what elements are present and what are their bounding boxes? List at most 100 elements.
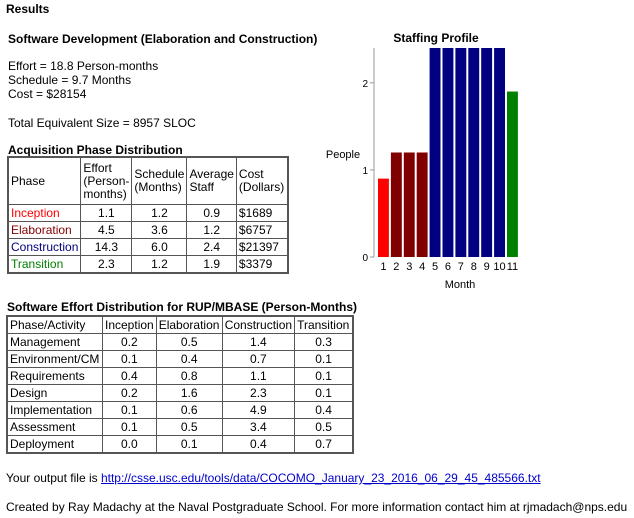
value-cell: 0.1 bbox=[102, 401, 157, 419]
x-tick-label: 3 bbox=[406, 261, 412, 273]
phase-cell: Inception bbox=[7, 204, 82, 222]
bar-month-9 bbox=[481, 48, 493, 257]
bar-month-6 bbox=[442, 48, 454, 257]
effort-cell: 4.5 bbox=[80, 221, 133, 239]
table-row: Inception 1.1 1.2 0.9 $1689 bbox=[7, 204, 289, 222]
cost-cell: $3379 bbox=[235, 255, 289, 274]
acq-header-schedule: Schedule (Months) bbox=[131, 156, 188, 205]
table-row: Assessment 0.1 0.5 3.4 0.5 bbox=[6, 418, 354, 436]
x-tick-label: 8 bbox=[471, 261, 477, 273]
acq-header-phase: Phase bbox=[7, 156, 82, 205]
value-cell: 0.2 bbox=[102, 384, 157, 402]
bar-month-2 bbox=[390, 152, 402, 257]
effort-text: Effort = 18.8 Person-months bbox=[8, 59, 159, 73]
value-cell: 0.0 bbox=[102, 435, 157, 454]
bar-month-4 bbox=[416, 152, 428, 257]
phase-cell: Transition bbox=[7, 255, 82, 274]
schedule-cell: 6.0 bbox=[131, 238, 188, 256]
bar-month-10 bbox=[494, 48, 505, 257]
staff-cell: 0.9 bbox=[186, 204, 237, 222]
value-cell: 0.6 bbox=[155, 401, 223, 419]
bar-month-3 bbox=[403, 152, 415, 257]
cost-cell: $1689 bbox=[235, 204, 289, 222]
value-cell: 3.4 bbox=[221, 418, 296, 436]
cost-text: Cost = $28154 bbox=[8, 87, 87, 101]
activity-cell: Implementation bbox=[6, 401, 103, 419]
chart-ylabel: People bbox=[326, 149, 360, 161]
value-cell: 0.1 bbox=[155, 435, 223, 454]
output-file-link[interactable]: http://csse.usc.edu/tools/data/COCOMO_Ja… bbox=[100, 471, 541, 485]
table-row: Design 0.2 1.6 2.3 0.1 bbox=[6, 384, 354, 402]
schedule-cell: 1.2 bbox=[131, 204, 188, 222]
table-row: Transition 2.3 1.2 1.9 $3379 bbox=[7, 255, 289, 274]
schedule-cell: 3.6 bbox=[131, 221, 188, 239]
table-row: Elaboration 4.5 3.6 1.2 $6757 bbox=[7, 221, 289, 239]
rup-header-construction: Construction bbox=[221, 315, 296, 334]
activity-cell: Deployment bbox=[6, 435, 103, 454]
value-cell: 1.1 bbox=[221, 367, 296, 385]
activity-cell: Management bbox=[6, 333, 103, 351]
table-row: Environment/CM 0.1 0.4 0.7 0.1 bbox=[6, 350, 354, 368]
value-cell: 4.9 bbox=[221, 401, 296, 419]
value-cell: 0.7 bbox=[294, 435, 354, 454]
activity-cell: Requirements bbox=[6, 367, 103, 385]
credit-line: Created by Ray Madachy at the Naval Post… bbox=[6, 500, 628, 514]
value-cell: 0.4 bbox=[155, 350, 223, 368]
rup-table: Phase/Activity Inception Elaboration Con… bbox=[6, 315, 355, 454]
value-cell: 0.1 bbox=[294, 384, 354, 402]
acq-header-cost: Cost (Dollars) bbox=[235, 156, 289, 205]
value-cell: 1.6 bbox=[155, 384, 223, 402]
output-file-line: Your output file is http://csse.usc.edu/… bbox=[6, 471, 541, 485]
value-cell: 1.4 bbox=[221, 333, 296, 351]
value-cell: 0.4 bbox=[294, 401, 354, 419]
size-text: Total Equivalent Size = 8957 SLOC bbox=[8, 116, 196, 130]
staff-cell: 1.9 bbox=[186, 255, 237, 274]
bar-month-7 bbox=[455, 48, 467, 257]
chart-xlabel: Month bbox=[445, 279, 476, 291]
value-cell: 0.3 bbox=[294, 333, 354, 351]
value-cell: 0.1 bbox=[102, 418, 157, 436]
software-dev-title: Software Development (Elaboration and Co… bbox=[8, 32, 318, 46]
acq-header-staff: Average Staff bbox=[186, 156, 237, 205]
value-cell: 0.5 bbox=[155, 418, 223, 436]
x-tick-label: 6 bbox=[445, 261, 451, 273]
activity-cell: Assessment bbox=[6, 418, 103, 436]
acquisition-title: Acquisition Phase Distribution bbox=[8, 143, 183, 157]
output-file-prefix: Your output file is bbox=[6, 471, 101, 485]
acq-header-effort: Effort (Person-months) bbox=[80, 156, 133, 205]
table-row: Implementation 0.1 0.6 4.9 0.4 bbox=[6, 401, 354, 419]
value-cell: 0.2 bbox=[102, 333, 157, 351]
phase-cell: Construction bbox=[7, 238, 82, 256]
phase-cell: Elaboration bbox=[7, 221, 82, 239]
value-cell: 0.7 bbox=[221, 350, 296, 368]
value-cell: 2.3 bbox=[221, 384, 296, 402]
y-tick-label: 0 bbox=[362, 253, 368, 264]
chart-title: Staffing Profile bbox=[393, 31, 479, 45]
acquisition-table: Phase Effort (Person-months) Schedule (Mon… bbox=[7, 156, 289, 274]
x-tick-label: 11 bbox=[507, 261, 518, 273]
staff-cell: 2.4 bbox=[186, 238, 237, 256]
cost-cell: $6757 bbox=[235, 221, 289, 239]
activity-cell: Design bbox=[6, 384, 103, 402]
rup-header-activity: Phase/Activity bbox=[6, 315, 103, 334]
value-cell: 0.5 bbox=[155, 333, 223, 351]
rup-header-elaboration: Elaboration bbox=[155, 315, 223, 334]
x-tick-label: 9 bbox=[484, 261, 490, 273]
y-tick-label: 1 bbox=[362, 166, 368, 177]
activity-cell: Environment/CM bbox=[6, 350, 103, 368]
value-cell: 0.1 bbox=[294, 350, 354, 368]
table-row: Requirements 0.4 0.8 1.1 0.1 bbox=[6, 367, 354, 385]
value-cell: 0.1 bbox=[102, 350, 157, 368]
schedule-text: Schedule = 9.7 Months bbox=[8, 73, 132, 87]
bar-month-11 bbox=[507, 91, 518, 257]
effort-cell: 14.3 bbox=[80, 238, 133, 256]
effort-cell: 2.3 bbox=[80, 255, 133, 274]
x-tick-label: 1 bbox=[380, 261, 386, 273]
rup-header-transition: Transition bbox=[294, 315, 354, 334]
y-tick-label: 2 bbox=[362, 79, 368, 90]
rup-title: Software Effort Distribution for RUP/MBA… bbox=[7, 300, 357, 314]
x-tick-label: 10 bbox=[493, 261, 505, 273]
table-row: Construction 14.3 6.0 2.4 $21397 bbox=[7, 238, 289, 256]
staff-cell: 1.2 bbox=[186, 221, 237, 239]
